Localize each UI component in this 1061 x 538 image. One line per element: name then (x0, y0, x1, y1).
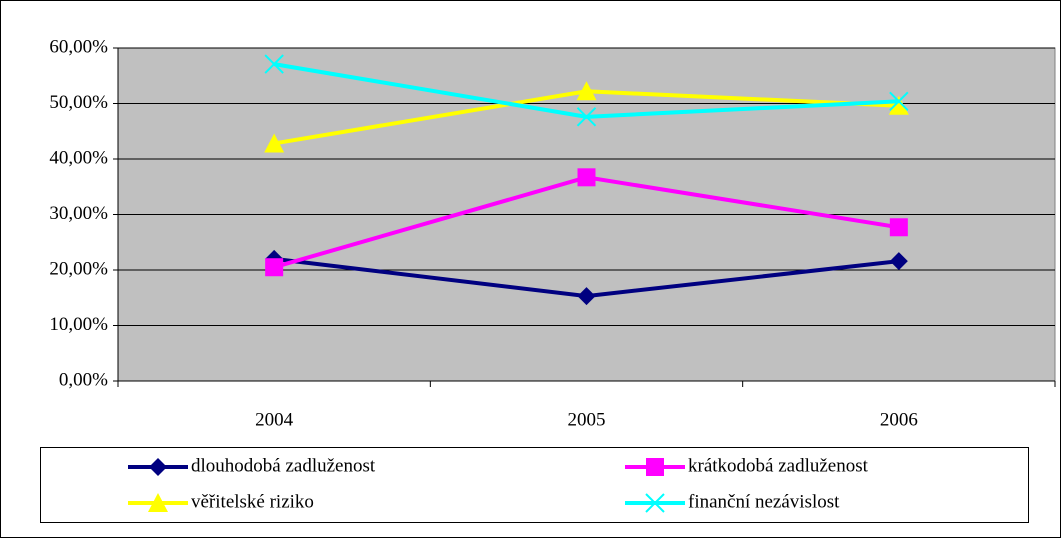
y-tick-label: 10,00% (49, 314, 108, 335)
legend-label: finanční nezávislost (688, 491, 840, 512)
legend-marker (149, 458, 167, 476)
marker (888, 95, 909, 115)
legend-marker (646, 458, 664, 476)
x-tick-label: 2006 (880, 409, 918, 430)
legend-box (40, 447, 1029, 523)
marker (576, 81, 597, 101)
marker (577, 287, 596, 306)
marker (264, 54, 284, 74)
y-tick-label: 50,00% (49, 92, 108, 113)
y-tick-label: 60,00% (49, 36, 108, 57)
legend-label: krátkodobá zadluženost (688, 455, 869, 476)
legend-marker (148, 493, 168, 512)
legend-marker (645, 493, 665, 513)
marker (576, 107, 597, 127)
x-tick-label: 2005 (568, 409, 606, 430)
marker (889, 91, 909, 111)
marker (889, 252, 908, 271)
marker (265, 258, 284, 277)
legend-label: věřitelské riziko (191, 491, 314, 512)
y-tick-label: 40,00% (49, 147, 108, 168)
marker (264, 133, 285, 153)
y-tick-label: 0,00% (59, 369, 108, 390)
y-tick-label: 30,00% (49, 203, 108, 224)
marker (889, 218, 908, 237)
marker (577, 168, 596, 187)
y-tick-label: 20,00% (49, 258, 108, 279)
x-tick-label: 2004 (255, 409, 294, 430)
legend-label: dlouhodobá zadluženost (191, 455, 376, 476)
